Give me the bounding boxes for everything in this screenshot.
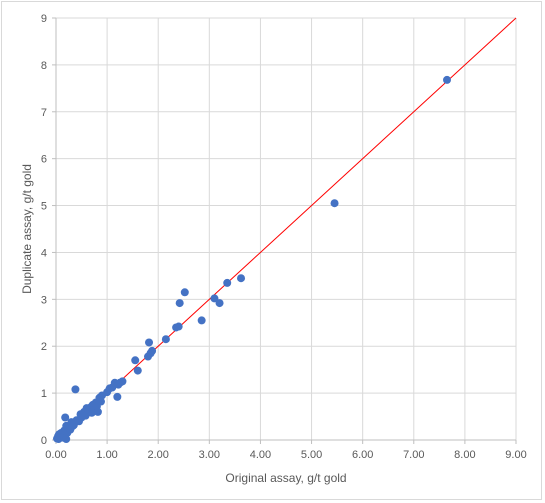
data-points xyxy=(53,75,451,444)
data-point xyxy=(145,338,154,347)
data-point xyxy=(62,435,71,444)
y-tick-label: 5 xyxy=(41,201,47,213)
data-point xyxy=(197,316,206,325)
data-point xyxy=(61,413,70,422)
x-tick-label: 7.00 xyxy=(403,449,424,461)
y-tick-label: 8 xyxy=(41,60,47,72)
gridlines xyxy=(56,17,517,440)
y-axis-title: Duplicate assay, g/t gold xyxy=(20,164,34,294)
data-point xyxy=(215,299,224,308)
y-tick-label: 9 xyxy=(41,13,47,25)
data-point xyxy=(148,346,157,355)
data-point xyxy=(71,385,80,394)
data-point xyxy=(93,407,102,416)
x-tick-label: 5.00 xyxy=(301,449,322,461)
x-tick-label: 8.00 xyxy=(454,449,475,461)
x-tick-label: 9.00 xyxy=(505,449,526,461)
y-tick-label: 1 xyxy=(41,388,47,400)
x-axis-title: Original assay, g/t gold xyxy=(225,471,346,485)
reference-line xyxy=(55,17,517,441)
x-tick-label: 4.00 xyxy=(250,449,271,461)
x-tick-label: 0.00 xyxy=(45,449,66,461)
data-point xyxy=(133,366,142,375)
y-tick-labels: 0 1 2 3 4 5 6 7 8 9 xyxy=(41,13,47,447)
y-tick-label: 7 xyxy=(41,107,47,119)
y-tick-label: 4 xyxy=(41,247,47,259)
data-point xyxy=(330,199,339,208)
data-point xyxy=(113,392,122,401)
data-point xyxy=(210,294,219,303)
y-tick-label: 0 xyxy=(41,435,47,447)
x-tick-label: 6.00 xyxy=(352,449,373,461)
data-point xyxy=(174,322,183,331)
x-tick-label: 1.00 xyxy=(96,449,117,461)
data-point xyxy=(118,377,127,386)
y-tick-label: 3 xyxy=(41,294,47,306)
x-tick-labels: 0.00 1.00 2.00 3.00 4.00 5.00 6.00 7.00 8.00 9.00 xyxy=(45,449,526,461)
data-point xyxy=(161,335,170,344)
data-point xyxy=(131,356,140,365)
data-point xyxy=(96,397,105,406)
data-point xyxy=(175,299,184,308)
data-point xyxy=(223,278,232,287)
x-tick-label: 2.00 xyxy=(148,449,169,461)
y-tick-label: 6 xyxy=(41,154,47,166)
data-point xyxy=(180,288,189,297)
x-tick-label: 3.00 xyxy=(199,449,220,461)
y-tick-label: 2 xyxy=(41,341,47,353)
data-point xyxy=(443,75,451,84)
data-point xyxy=(237,274,246,283)
